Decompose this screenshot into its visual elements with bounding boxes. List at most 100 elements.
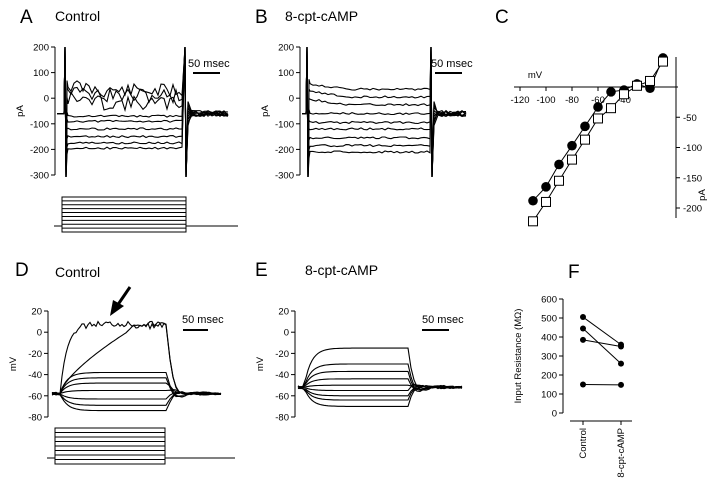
y-tick-label-e: -20 [275, 349, 289, 360]
y-tick-label-f: 600 [541, 295, 557, 306]
x-tick-label-c: -80 [565, 95, 579, 106]
y-tick-label-b: 200 [278, 43, 294, 54]
y-tick-label-e: 0 [284, 328, 289, 339]
x-tick-label-c: -100 [536, 95, 555, 106]
panel-title-a: Control [55, 8, 100, 24]
x-axis-label-c: mV [528, 70, 543, 81]
y-tick-label-c: -150 [683, 173, 702, 184]
data-point-cpt-camp [567, 154, 577, 165]
trace-e [297, 384, 463, 392]
panel-letter-d: D [15, 260, 29, 281]
x-tick-label-c: -120 [510, 95, 529, 106]
data-point-control [606, 87, 616, 97]
y-tick-label-e: -80 [275, 413, 289, 424]
data-point-control [528, 195, 538, 206]
y-tick-label-d: -60 [28, 391, 42, 402]
data-point-f [580, 336, 586, 343]
y-axis-label-e: mV [255, 356, 266, 371]
y-tick-label-d: -40 [28, 370, 42, 381]
y-axis-label-f: Input Resistance (MΩ) [513, 309, 524, 404]
trace-e [297, 347, 462, 390]
data-point-cpt-camp [606, 103, 616, 114]
y-tick-label-a: 100 [33, 68, 49, 79]
y-tick-label-b: -100 [275, 119, 294, 130]
data-point-cpt-camp [632, 80, 642, 91]
trace-b [302, 46, 467, 178]
data-point-f [580, 381, 586, 388]
trace-e [297, 378, 463, 392]
y-axis-label-c: pA [697, 189, 708, 201]
trace-e [297, 386, 463, 407]
y-tick-label-b: -200 [275, 145, 294, 156]
data-point-cpt-camp [619, 89, 629, 100]
trace-e [297, 370, 463, 391]
trace-a [57, 46, 229, 178]
x-tick-label-c: -60 [591, 95, 605, 106]
y-axis-label-b: pA [260, 105, 271, 117]
y-tick-label-d: -80 [28, 413, 42, 424]
data-point-f [618, 381, 624, 388]
y-tick-label-a: -100 [30, 119, 49, 130]
data-point-control [580, 121, 590, 132]
y-tick-label-f: 200 [541, 371, 557, 382]
data-point-cpt-camp [580, 134, 590, 145]
panel-letter-b: B [255, 7, 268, 28]
series-line-c-2 [532, 61, 664, 222]
y-tick-label-e: 20 [278, 307, 289, 318]
data-point-control [593, 102, 603, 112]
y-axis-label-a: pA [15, 105, 26, 117]
data-point-control [541, 182, 551, 192]
stim-protocol-a [61, 196, 187, 233]
scalebar-label-a: 50 msec [188, 58, 230, 70]
y-tick-label-e: -60 [275, 391, 289, 402]
y-tick-label-f: 300 [541, 352, 557, 363]
y-tick-label-f: 0 [552, 409, 557, 420]
y-tick-label-c: -50 [683, 113, 697, 124]
plot-layer: 2001000-100-200-300pA2001000-100-200-300… [8, 43, 708, 478]
data-point-cpt-camp [528, 216, 538, 227]
y-tick-label-b: 0 [289, 94, 294, 105]
trace-d [51, 391, 222, 412]
y-axis-label-d: mV [8, 356, 19, 371]
data-point-cpt-camp [554, 175, 564, 186]
data-point-control [567, 140, 577, 151]
y-tick-label-f: 100 [541, 390, 557, 401]
data-point-f [580, 314, 586, 321]
panel-title-b: 8-cpt-cAMP [285, 8, 358, 24]
trace-a [57, 46, 229, 178]
scalebar-label-b: 50 msec [431, 58, 473, 70]
y-tick-label-d: 0 [37, 328, 42, 339]
trace-a [57, 46, 229, 178]
y-tick-label-d: 20 [31, 307, 42, 318]
data-point-cpt-camp [593, 113, 603, 124]
data-point-cpt-camp [658, 56, 668, 67]
data-point-control [554, 159, 564, 170]
arrow-icon [110, 286, 132, 316]
scalebar-label-e: 50 msec [422, 314, 464, 326]
data-point-cpt-camp [541, 196, 551, 207]
y-tick-label-d: -20 [28, 349, 42, 360]
y-tick-label-c: -100 [683, 143, 702, 154]
y-tick-label-f: 500 [541, 314, 557, 325]
y-tick-label-b: -300 [275, 171, 294, 182]
y-tick-label-a: -300 [30, 171, 49, 182]
paired-line-f [582, 328, 622, 364]
y-tick-label-a: 0 [44, 94, 49, 105]
y-tick-label-a: -200 [30, 145, 49, 156]
panel-title-d: Control [55, 264, 100, 280]
data-point-f [618, 360, 624, 367]
x-tick-label-f: 8-cpt-cAMP [616, 428, 627, 478]
data-point-f [618, 343, 624, 350]
panel-letter-c: C [495, 7, 509, 28]
panel-letter-f: F [568, 262, 580, 283]
paired-line-f [582, 316, 622, 346]
x-tick-label-f: Control [578, 428, 589, 459]
trace-a [57, 46, 229, 178]
paired-line-f [582, 339, 622, 347]
data-point-f [580, 325, 586, 332]
panel-title-e: 8-cpt-cAMP [305, 262, 378, 278]
series-line-c-1 [532, 57, 664, 202]
y-tick-label-c: -200 [683, 204, 702, 215]
y-tick-label-a: 200 [33, 43, 49, 54]
